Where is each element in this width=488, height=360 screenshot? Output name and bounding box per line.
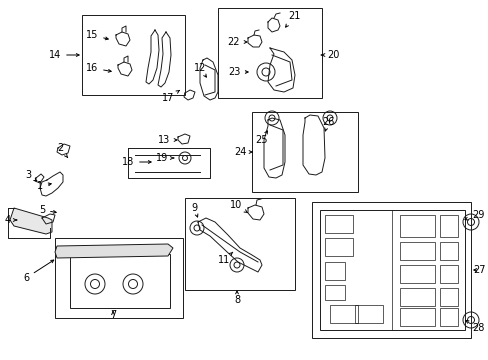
Text: 29: 29 [464,210,483,220]
Text: 24: 24 [233,147,252,157]
Bar [399,215,434,237]
Text: 17: 17 [162,90,179,103]
Bar [329,305,357,323]
Text: 11: 11 [218,252,232,265]
Bar [399,242,434,260]
Bar [439,288,457,306]
Bar [70,254,170,308]
Bar [354,305,382,323]
Bar [325,238,352,256]
Text: 6: 6 [23,260,54,283]
Text: 7: 7 [110,310,116,320]
Text: 5: 5 [39,205,56,215]
Bar [319,210,464,330]
Text: 16: 16 [86,63,111,73]
Bar [325,285,345,300]
Bar [311,202,470,338]
Text: 9: 9 [190,203,198,217]
Text: 25: 25 [255,131,268,145]
Text: 13: 13 [158,135,177,145]
Bar [325,262,345,280]
Text: 3: 3 [25,170,37,181]
Bar [55,238,183,318]
Polygon shape [10,208,52,234]
Text: 10: 10 [229,200,247,213]
Bar [439,308,457,326]
Text: 1: 1 [37,181,51,191]
Bar [439,265,457,283]
Text: 27: 27 [472,265,484,275]
Text: 8: 8 [233,291,240,305]
Bar [251,112,357,192]
Text: 22: 22 [227,37,246,47]
Bar [82,15,184,95]
Text: 12: 12 [193,63,206,77]
Text: 28: 28 [465,320,483,333]
Polygon shape [55,244,173,258]
Text: 26: 26 [321,117,333,131]
Bar [325,215,352,233]
Text: 18: 18 [122,157,151,167]
Text: 15: 15 [85,30,108,40]
Text: 14: 14 [49,50,79,60]
Text: 19: 19 [156,153,173,163]
Bar [218,8,321,98]
Bar [439,242,457,260]
Bar [439,215,457,237]
Text: 21: 21 [285,11,300,27]
Text: 4: 4 [5,215,17,225]
Bar [399,308,434,326]
Bar [399,265,434,283]
Text: 23: 23 [227,67,247,77]
Bar [399,288,434,306]
Text: 20: 20 [321,50,339,60]
Text: 2: 2 [57,143,67,158]
Bar [184,198,294,290]
